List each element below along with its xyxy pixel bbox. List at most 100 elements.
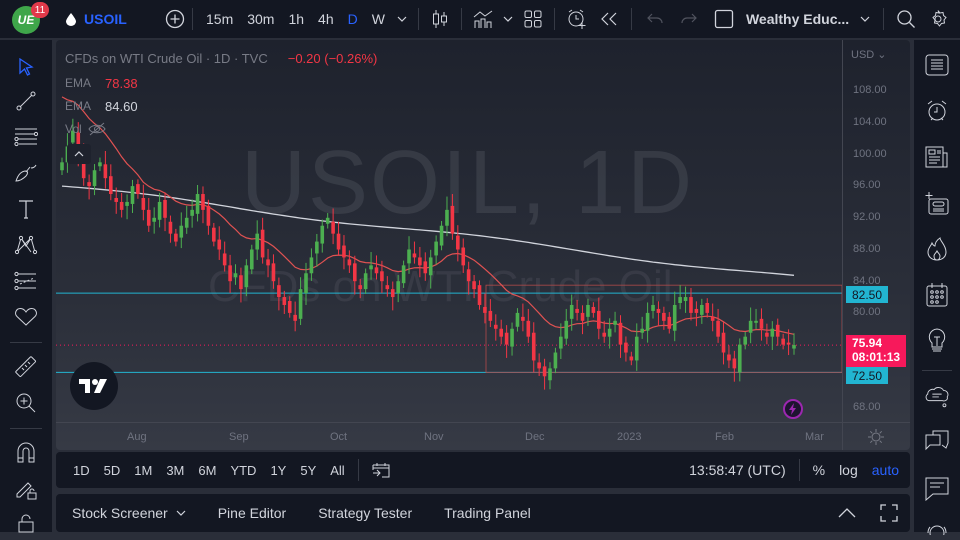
search-button[interactable] (890, 0, 922, 38)
range-3m[interactable]: 3M (166, 462, 185, 478)
templates-button[interactable] (518, 0, 548, 38)
interval-d[interactable]: D (347, 11, 358, 27)
range-1y[interactable]: 1Y (270, 462, 287, 478)
symbol-search[interactable]: USOIL (66, 0, 127, 38)
streams-button[interactable] (924, 514, 950, 540)
range-5d[interactable]: 5D (103, 462, 121, 478)
watchlist-icon (925, 54, 949, 76)
percent-scale-toggle[interactable]: % (812, 462, 826, 478)
log-scale-toggle[interactable]: log (839, 462, 858, 478)
utc-clock[interactable]: 13:58:47 (UTC) (689, 462, 786, 478)
brush-tool[interactable] (13, 160, 39, 186)
minds-button[interactable] (924, 383, 950, 409)
pattern-tool[interactable] (13, 232, 39, 258)
text-tool[interactable] (13, 196, 39, 222)
tab-strategy-tester[interactable]: Strategy Tester (318, 505, 413, 521)
layout-dropdown[interactable] (853, 0, 877, 38)
range-5y[interactable]: 5Y (300, 462, 317, 478)
notification-bolt[interactable] (783, 399, 803, 419)
candle (390, 281, 395, 311)
replay-button[interactable] (593, 0, 625, 38)
tab-trading-panel[interactable]: Trading Panel (444, 505, 531, 521)
time-tick: Dec (525, 431, 545, 443)
measure-tool[interactable] (13, 354, 39, 380)
messages-button[interactable] (924, 476, 950, 502)
add-watchlist-button[interactable] (924, 190, 950, 216)
favorites-tool[interactable] (13, 304, 39, 330)
chart-type-button[interactable] (425, 0, 455, 38)
indicators-button[interactable] (468, 0, 498, 38)
collapse-legend-button[interactable] (67, 144, 91, 164)
trend-line-icon (16, 91, 36, 111)
chart-title[interactable]: CFDs on WTI Crude Oil · 1D · TVC (65, 51, 268, 66)
alerts-button[interactable] (924, 98, 950, 124)
tab-pine-editor[interactable]: Pine Editor (217, 505, 287, 521)
candle (195, 184, 200, 222)
chart-pane[interactable]: USOIL, 1D CFDs on WTI Crude Oil CFDs on … (56, 40, 910, 450)
thought-bubble-icon (925, 387, 949, 408)
templates-icon (524, 10, 542, 28)
expand-panel-button[interactable] (826, 508, 868, 518)
auto-scale-toggle[interactable]: auto (871, 462, 899, 478)
maximize-panel-button[interactable] (868, 504, 910, 522)
search-icon (897, 10, 916, 28)
divider (922, 370, 952, 371)
news-button[interactable] (924, 144, 950, 170)
range-all[interactable]: All (330, 462, 345, 478)
interval-w[interactable]: W (371, 11, 385, 27)
candle (710, 303, 715, 332)
go-to-date-button[interactable] (365, 462, 397, 478)
settings-button[interactable] (922, 0, 954, 38)
range-1m[interactable]: 1M (134, 462, 153, 478)
cursor-tool[interactable] (13, 54, 39, 80)
eye-hidden-icon[interactable] (88, 122, 106, 136)
forecast-tool[interactable] (13, 268, 39, 294)
interval-4h[interactable]: 4h (318, 11, 334, 27)
lock-drawings-tool[interactable] (13, 476, 39, 502)
ema-fast-legend[interactable]: EMA 78.38 (65, 76, 138, 91)
layout-toggle[interactable] (706, 0, 742, 38)
zoom-in-tool[interactable] (13, 390, 39, 416)
time-tick: Aug (127, 431, 147, 443)
interval-1h[interactable]: 1h (288, 11, 305, 27)
ideas-button[interactable] (924, 328, 950, 354)
candle (87, 174, 91, 200)
ema-slow-legend[interactable]: EMA 84.60 (65, 99, 138, 114)
calendar-button[interactable] (924, 282, 950, 308)
magnet-tool[interactable] (13, 440, 39, 466)
fib-tool[interactable] (13, 124, 39, 150)
trend-line-tool[interactable] (13, 88, 39, 114)
range-6m[interactable]: 6M (198, 462, 217, 478)
chats-button[interactable] (924, 429, 950, 455)
candle (727, 345, 731, 369)
lock-all-tool[interactable] (13, 510, 39, 536)
range-rectangle[interactable] (485, 284, 842, 373)
tradingview-logo[interactable] (70, 362, 118, 410)
hotlists-button[interactable] (924, 236, 950, 262)
watchlist-button[interactable] (924, 52, 950, 78)
range-ytd[interactable]: YTD (230, 462, 257, 478)
interval-15m[interactable]: 15m (206, 11, 234, 27)
volume-legend[interactable]: Vol (65, 122, 106, 136)
candle (732, 350, 737, 382)
ema-label: EMA (65, 76, 92, 90)
time-tick: Sep (229, 431, 249, 443)
undo-button[interactable] (638, 0, 672, 38)
interval-dropdown[interactable] (392, 0, 412, 38)
add-symbol-button[interactable] (164, 0, 186, 38)
tab-stock-screener[interactable]: Stock Screener (56, 505, 202, 521)
divider (883, 8, 885, 30)
range-1d[interactable]: 1D (73, 462, 90, 478)
candle (358, 278, 363, 299)
candlestick-plot[interactable] (56, 40, 842, 422)
indicators-dropdown[interactable] (498, 0, 518, 38)
redo-button[interactable] (672, 0, 706, 38)
layout-name[interactable]: Wealthy Educ... (745, 11, 850, 27)
interval-30m[interactable]: 30m (247, 11, 275, 27)
price-tick: 100.00 (853, 148, 887, 160)
create-alert-button[interactable] (561, 0, 593, 38)
price-axis[interactable]: USD ⌄ 108.00 104.00 100.00 96.00 92.00 8… (842, 40, 910, 422)
time-axis[interactable]: Aug Sep Oct Nov Dec 2023 Feb Mar (56, 422, 910, 450)
currency-selector[interactable]: USD ⌄ (851, 49, 887, 61)
axis-settings-button[interactable] (868, 429, 884, 445)
